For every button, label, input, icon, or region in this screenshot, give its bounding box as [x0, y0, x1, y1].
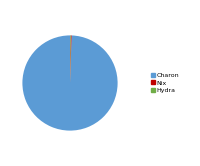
- Wedge shape: [70, 35, 72, 83]
- Wedge shape: [22, 35, 118, 131]
- Wedge shape: [70, 35, 71, 83]
- Legend: Charon, Nix, Hydra: Charon, Nix, Hydra: [150, 72, 180, 94]
